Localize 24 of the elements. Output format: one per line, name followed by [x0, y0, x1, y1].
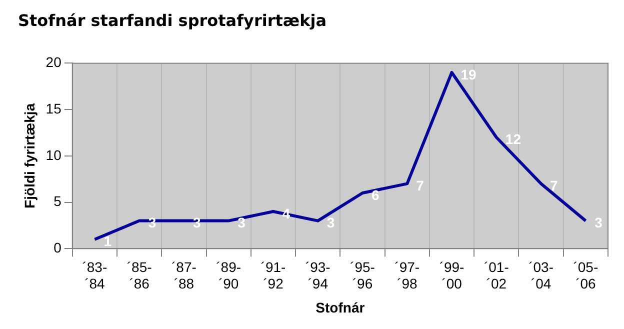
y-tick-label: 10 [46, 146, 62, 163]
y-axis-title: Fjöldi fyrirtækja [21, 103, 38, 208]
x-axis-title: Stofnár [316, 299, 366, 316]
y-tick-label: 20 [46, 54, 62, 70]
x-tick-label: ´95-´96 [350, 258, 376, 292]
x-tick-label: ´03-´04 [528, 258, 554, 292]
data-label: 6 [372, 186, 380, 203]
x-tick-label: ´05-´06 [573, 258, 598, 292]
data-label: 19 [460, 66, 477, 82]
y-tick-label: 15 [46, 100, 62, 116]
x-tick-label: ´83-´84 [82, 258, 108, 292]
y-tick-label: 0 [54, 239, 62, 256]
chart-title: Stofnár starfandi sprotafyrirtækja [18, 10, 327, 30]
data-label: 12 [505, 131, 522, 148]
x-tick-label: ´85-´86 [126, 258, 152, 292]
x-tick-label: ´99-´00 [439, 258, 465, 292]
x-tick-label: ´97-´98 [394, 258, 420, 292]
x-tick-label: ´93-´94 [305, 258, 331, 292]
x-tick-label: ´91-´92 [260, 258, 286, 292]
x-tick-label: ´87-´88 [172, 258, 197, 292]
y-tick-label: 5 [54, 193, 62, 210]
x-tick-label: ´01-´02 [484, 258, 510, 292]
x-tick-label: ´89-´90 [216, 258, 242, 292]
data-label: 3 [238, 214, 246, 231]
